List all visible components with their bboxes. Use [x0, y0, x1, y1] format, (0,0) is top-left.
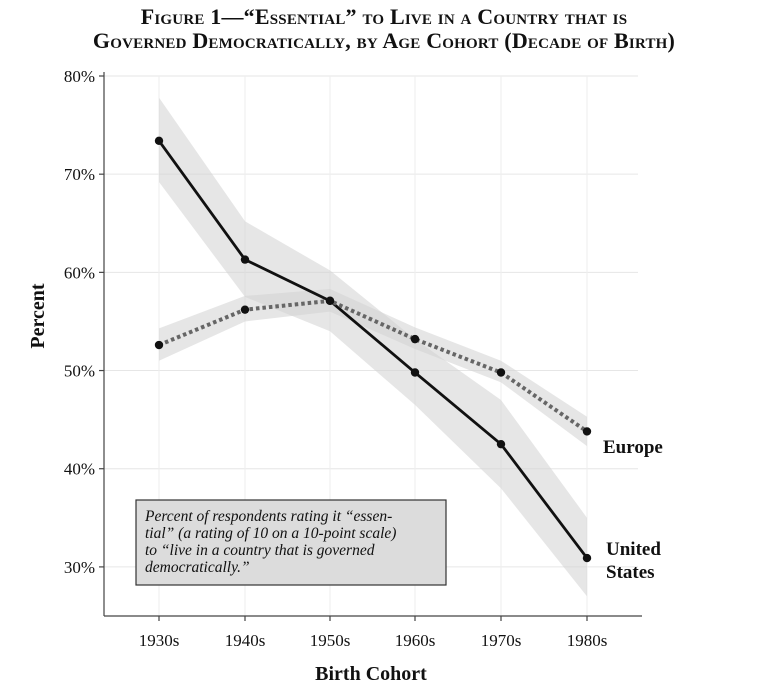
x-tick-label: 1950s: [310, 631, 351, 650]
y-tick-label: 70%: [64, 165, 95, 184]
data-point-united-states: [496, 439, 506, 449]
x-tick-label: 1970s: [481, 631, 522, 650]
annotation-line: democratically.”: [145, 559, 250, 576]
data-point-europe: [154, 340, 164, 350]
y-tick-label: 40%: [64, 460, 95, 479]
y-tick-label: 60%: [64, 263, 95, 282]
x-axis-title: Birth Cohort: [315, 663, 427, 685]
y-tick-label: 50%: [64, 362, 95, 381]
x-tick-label: 1960s: [395, 631, 436, 650]
series-label-europe: Europe: [603, 437, 663, 458]
series-line-united-states: [157, 139, 589, 559]
series-lines: [157, 139, 589, 559]
series-points: [154, 136, 592, 563]
y-tick-label: 30%: [64, 558, 95, 577]
chart-title-line-1: Figure 1—“Essential” to Live in a Countr…: [140, 4, 628, 29]
annotation-box: Percent of respondents rating it “essen-…: [135, 499, 447, 586]
x-tick-label: 1930s: [139, 631, 180, 650]
data-point-europe: [240, 305, 250, 314]
series-label-united-states: States: [606, 562, 655, 583]
annotation-box-background: [135, 499, 447, 586]
data-point-united-states: [410, 368, 420, 377]
data-point-europe: [582, 427, 592, 436]
axes: 30% 40% 50% 60% 70% 80% 1930s 1940s 1950s 1960s 19…: [27, 67, 642, 685]
data-point-united-states: [240, 255, 250, 264]
data-point-europe: [496, 368, 506, 377]
chart-title-line-2: Governed Democratically, by Age Cohort (…: [92, 28, 676, 53]
annotation-line: to “live in a country that is governed: [145, 542, 375, 559]
confidence-band-europe: [159, 289, 587, 447]
data-point-united-states: [582, 553, 592, 563]
y-axis-title: Percent: [27, 283, 49, 348]
x-tick-label: 1940s: [225, 631, 266, 650]
data-point-europe: [410, 334, 420, 344]
data-point-united-states: [154, 136, 164, 145]
x-tick-label: 1980s: [567, 631, 608, 650]
annotation-line: Percent of respondents rating it “essen-: [144, 508, 392, 525]
y-tick-label: 80%: [64, 67, 95, 86]
confidence-bands: [159, 97, 587, 597]
confidence-band-united-states: [159, 97, 587, 597]
series-label-united-states: United: [606, 539, 661, 560]
annotation-line: tial” (a rating of 10 on a 10-point scal…: [145, 525, 396, 542]
data-point-europe: [325, 296, 335, 306]
